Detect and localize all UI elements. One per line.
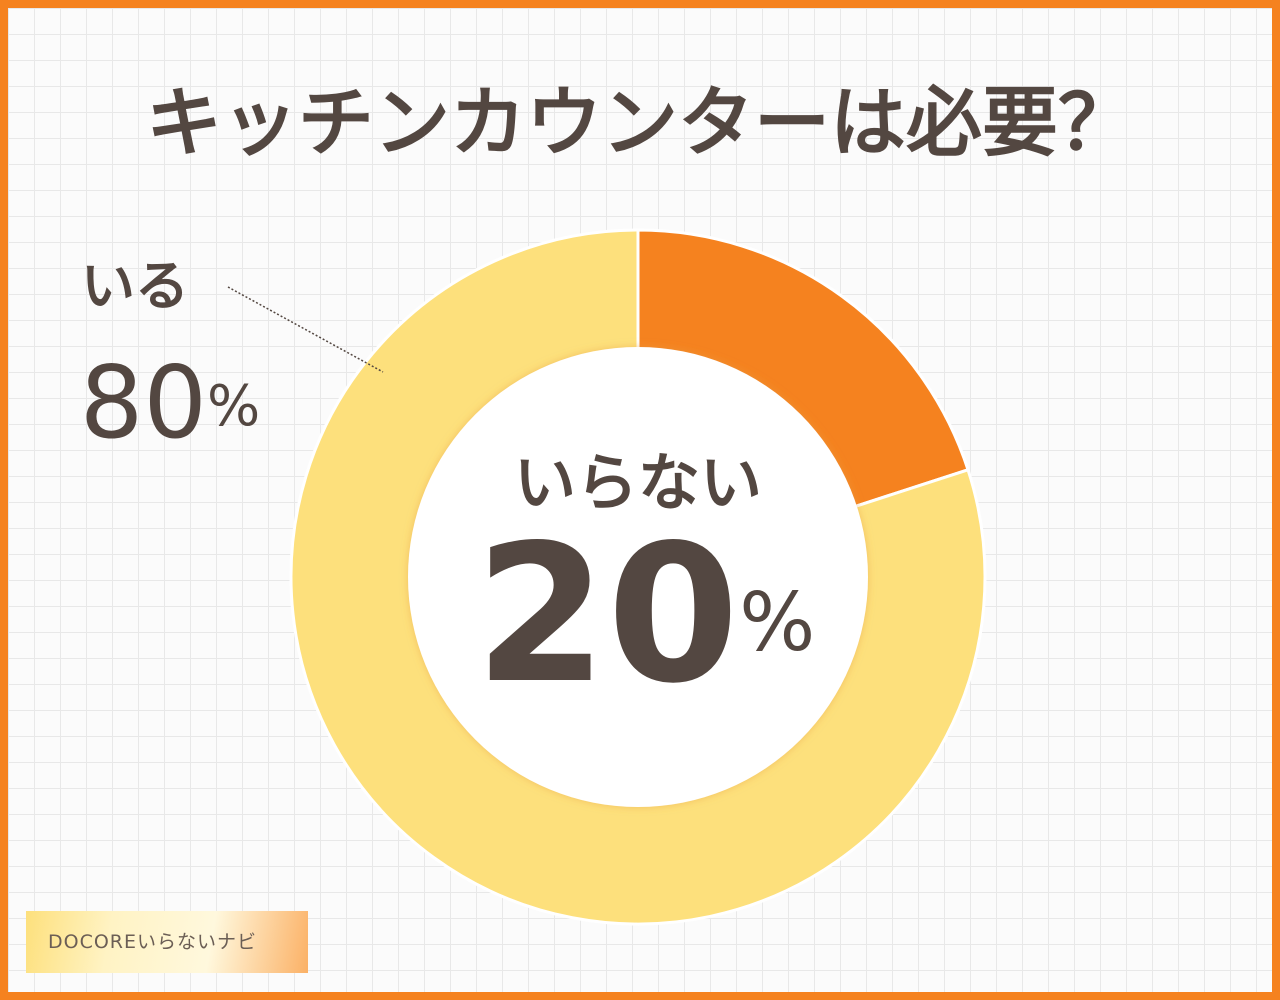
value-label: 20%	[475, 504, 815, 725]
donut-hole	[408, 347, 868, 807]
chart-title: キッチンカウンターは必要？	[146, 78, 1134, 167]
category-label: いらない	[514, 446, 762, 519]
brand-logo: DOCOREいらないナビ	[26, 911, 308, 973]
leader-line	[227, 286, 384, 373]
category-label: いる	[81, 255, 189, 318]
value-label: 80%	[80, 344, 260, 461]
